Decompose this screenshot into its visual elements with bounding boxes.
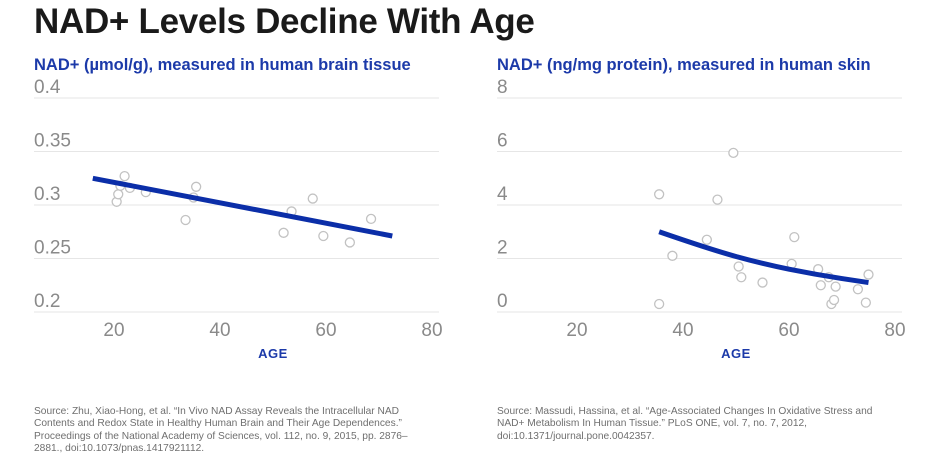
data-point [180, 214, 191, 226]
data-point [190, 181, 202, 192]
trend-line [92, 175, 393, 239]
x-tick-label: 80 [884, 320, 905, 341]
y-tick-label: 8 [497, 77, 508, 98]
data-point [653, 189, 665, 200]
y-tick-label: 6 [497, 131, 508, 152]
data-point [736, 272, 747, 283]
x-tick-label: 20 [103, 320, 124, 341]
trend-line [658, 229, 869, 286]
data-point [119, 170, 130, 182]
x-tick-label: 40 [209, 320, 230, 341]
data-point [852, 284, 864, 295]
data-point [733, 261, 744, 272]
y-tick-label: 4 [497, 184, 508, 205]
data-point [860, 297, 872, 308]
skin-chart-source: Source: Massudi, Hassina, et al. “Age-As… [497, 406, 873, 442]
data-point [278, 227, 289, 238]
data-point [307, 193, 318, 204]
x-tick-label: 60 [778, 320, 799, 341]
data-point [830, 281, 841, 292]
x-axis-label: AGE [258, 346, 288, 361]
data-point [863, 269, 874, 280]
y-tick-label: 0.35 [34, 131, 71, 152]
data-point [365, 213, 377, 225]
data-point [318, 230, 329, 242]
y-tick-label: 0.3 [34, 184, 60, 205]
y-tick-label: 0.2 [34, 291, 60, 312]
data-point [789, 231, 800, 243]
brain-chart: 0.2 0.25 0.3 0.35 0.4 20 40 60 80 AGE [34, 77, 443, 361]
skin-chart-panel: NAD+ (ng/mg protein), measured in human … [497, 56, 927, 442]
brain-chart-title: NAD+ (µmol/g), measured in human brain t… [34, 56, 411, 74]
y-tick-label: 2 [497, 238, 508, 259]
x-axis-label: AGE [721, 346, 751, 361]
page-title: NAD+ Levels Decline With Age [34, 2, 535, 41]
data-point [757, 277, 768, 288]
x-tick-label: 20 [566, 320, 587, 341]
brain-chart-source: Source: Zhu, Xiao-Hong, et al. “In Vivo … [34, 406, 408, 455]
data-point [815, 280, 826, 291]
skin-chart: 0 2 4 6 8 20 40 60 80 AGE [497, 77, 906, 361]
x-tick-label: 60 [315, 320, 336, 341]
brain-chart-panel: NAD+ (µmol/g), measured in human brain t… [34, 56, 464, 454]
data-point [728, 147, 739, 158]
y-tick-label: 0.4 [34, 77, 61, 98]
data-point [712, 194, 723, 205]
data-point [113, 189, 124, 200]
data-point [344, 237, 356, 248]
x-tick-label: 40 [672, 320, 693, 341]
y-tick-label: 0 [497, 291, 508, 312]
data-point [667, 250, 678, 261]
x-tick-label: 80 [421, 320, 442, 341]
data-point [653, 298, 665, 310]
data-point [828, 294, 840, 306]
data-point [701, 234, 713, 245]
skin-chart-title: NAD+ (ng/mg protein), measured in human … [497, 56, 871, 74]
y-tick-label: 0.25 [34, 238, 71, 259]
